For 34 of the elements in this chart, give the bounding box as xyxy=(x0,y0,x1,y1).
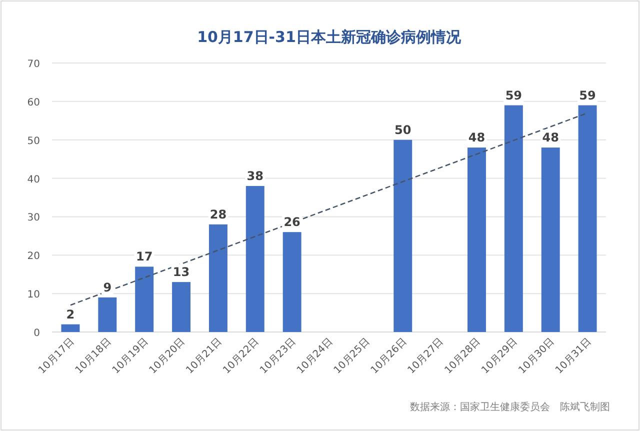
data-label: 2 xyxy=(66,307,75,322)
data-label: 28 xyxy=(210,207,227,222)
data-label: 59 xyxy=(505,88,522,102)
y-tick-label: 30 xyxy=(27,212,40,224)
data-label: 17 xyxy=(136,250,153,264)
bar xyxy=(394,140,412,332)
bar xyxy=(135,266,154,332)
data-label: 48 xyxy=(468,130,486,145)
y-tick-label: 50 xyxy=(27,136,40,147)
y-tick-label: 40 xyxy=(27,174,40,186)
bar xyxy=(282,232,302,332)
bar xyxy=(61,324,80,332)
bar xyxy=(98,297,117,332)
data-label: 50 xyxy=(394,122,412,137)
bar xyxy=(172,282,190,332)
data-label: 38 xyxy=(246,168,264,183)
y-tick-label: 60 xyxy=(27,97,40,108)
bar xyxy=(246,186,264,332)
source-note: 数据来源：国家卫生健康委员会 陈斌飞制图 xyxy=(410,401,610,413)
bar xyxy=(468,148,486,332)
bar xyxy=(208,224,228,332)
chart-title: 10月17日-31日本土新冠确诊病例情况 xyxy=(197,28,462,46)
y-tick-label: 0 xyxy=(34,328,40,339)
y-tick-label: 20 xyxy=(27,251,40,262)
bar xyxy=(504,105,523,332)
bar xyxy=(541,148,560,332)
y-tick-label: 70 xyxy=(27,59,40,70)
data-label: 13 xyxy=(172,265,190,280)
data-label: 48 xyxy=(542,130,559,145)
y-tick-label: 10 xyxy=(27,290,40,301)
data-label: 9 xyxy=(103,280,112,294)
data-label: 59 xyxy=(579,88,596,102)
bar xyxy=(578,105,597,332)
data-label: 26 xyxy=(284,215,300,230)
